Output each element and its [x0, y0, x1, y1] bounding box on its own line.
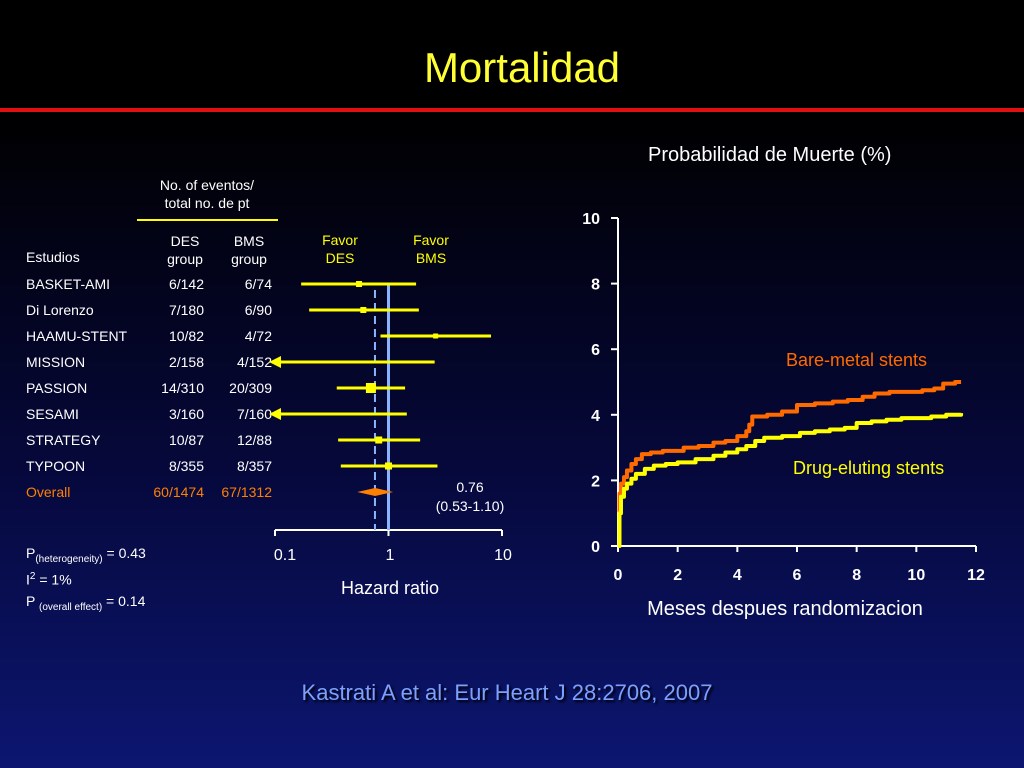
km-x-tick-label: 10 — [907, 567, 925, 584]
des-events: 8/355 — [168, 458, 204, 474]
overall-value: = 0.14 — [102, 593, 146, 609]
bms-curve — [617, 380, 962, 548]
des-series-label: Drug-eluting stents — [793, 458, 945, 478]
km-x-tick-label: 6 — [793, 567, 802, 584]
ci-arrow-left — [269, 356, 281, 368]
favor-des-line1: Favor — [322, 232, 358, 248]
des-events: 14/310 — [161, 380, 204, 396]
favor-des-label: Favor DES — [316, 231, 364, 267]
bms-header-line1: BMS — [233, 233, 265, 249]
favor-des-line2: DES — [325, 250, 355, 266]
forest-tick-label-1: 1 — [385, 547, 395, 564]
i2-prefix: I — [26, 571, 30, 588]
study-name: BASKET-AMI — [26, 276, 111, 292]
bms-events: 8/357 — [236, 458, 272, 474]
study-name: MISSION — [26, 354, 86, 370]
km-x-tick-label: 8 — [852, 567, 861, 584]
events-header: No. of eventos/ total no. de pt — [137, 176, 277, 212]
heterogeneity-stat: P(heterogeneity) = 0.43 — [26, 544, 146, 569]
overall-sub: (overall effect) — [38, 601, 103, 613]
des-header-line1: DES — [170, 233, 200, 249]
citation: Kastrati A et al: Eur Heart J 28:2706, 2… — [301, 680, 713, 705]
study-name: HAAMU-STENT — [26, 328, 128, 344]
point-estimate — [350, 360, 354, 364]
des-events: 7/180 — [168, 302, 204, 318]
bms-events: 6/90 — [244, 302, 272, 318]
km-x-tick-label: 0 — [614, 567, 623, 584]
km-y-tick-label: 8 — [591, 277, 600, 294]
i2-superscript: 2 — [29, 571, 36, 582]
events-header-rule — [137, 219, 278, 221]
point-estimate — [385, 462, 392, 470]
bms-events: 7/160 — [236, 406, 272, 422]
km-y-tick-label: 0 — [591, 539, 600, 556]
overall-estimate: 0.76 (0.53-1.10) — [420, 478, 520, 516]
des-events: 3/160 — [168, 406, 204, 422]
overall-ci-value: (0.53-1.10) — [435, 498, 505, 514]
favor-bms-line1: Favor — [413, 232, 449, 248]
des-column-header: DES group — [155, 232, 215, 268]
heterogeneity-sub: (heterogeneity) — [35, 553, 103, 565]
des-header-line2: group — [167, 251, 203, 267]
study-name: Di Lorenzo — [26, 302, 94, 318]
ci-arrow-left — [269, 408, 281, 420]
point-estimate — [360, 307, 367, 313]
heterogeneity-p: P — [26, 545, 36, 561]
overall-p: P — [26, 593, 39, 609]
overall-effect-stat: P (overall effect) = 0.14 — [26, 592, 145, 617]
study-name: Overall — [26, 484, 71, 500]
point-estimate — [375, 436, 383, 444]
bms-events: 20/309 — [229, 380, 272, 396]
slide-title: Mortalidad — [423, 44, 621, 91]
overall-diamond — [357, 488, 394, 496]
km-chart-title: Probabilidad de Muerte (%) — [648, 144, 892, 166]
km-y-tick-label: 10 — [582, 211, 600, 228]
bms-events: 4/72 — [244, 328, 272, 344]
point-estimate — [365, 383, 376, 393]
des-events: 2/158 — [168, 354, 204, 370]
km-y-tick-label: 6 — [591, 342, 600, 359]
bms-events: 6/74 — [244, 276, 272, 292]
km-y-tick-label: 4 — [591, 408, 600, 425]
bms-events: 67/1312 — [221, 484, 272, 500]
des-events: 6/142 — [168, 276, 204, 292]
point-estimate — [344, 412, 348, 416]
i-squared-stat: I2 = 1% — [26, 568, 72, 589]
des-events: 10/87 — [168, 432, 204, 448]
km-x-axis-label: Meses despues randomizacion — [647, 598, 923, 620]
km-x-tick-label: 2 — [673, 567, 682, 584]
i2-value: = 1% — [35, 571, 72, 588]
favor-bms-line2: BMS — [415, 250, 447, 266]
forest-tick-label-0: 0.1 — [273, 547, 297, 564]
study-name: SESAMI — [26, 406, 79, 422]
km-x-tick-label: 12 — [967, 567, 985, 584]
km-x-tick-label: 4 — [733, 567, 742, 584]
events-header-line1: No. of eventos/ — [159, 177, 255, 193]
des-events: 60/1474 — [153, 484, 204, 500]
forest-tick-label-2: 10 — [494, 547, 512, 564]
bms-header-line2: group — [231, 251, 267, 267]
events-header-line2: total no. de pt — [164, 195, 250, 211]
bms-events: 4/152 — [236, 354, 272, 370]
point-estimate — [433, 333, 439, 339]
bms-series-label: Bare-metal stents — [786, 350, 928, 370]
bms-column-header: BMS group — [219, 232, 279, 268]
point-estimate — [356, 281, 363, 287]
heterogeneity-value: = 0.43 — [102, 545, 146, 561]
des-curve — [617, 412, 964, 548]
favor-bms-label: Favor BMS — [407, 231, 455, 267]
bms-events: 12/88 — [236, 432, 272, 448]
studies-column-header: Estudios — [26, 249, 80, 265]
study-name: TYPOON — [26, 458, 86, 474]
study-name: PASSION — [26, 380, 88, 396]
study-name: STRATEGY — [26, 432, 101, 448]
overall-hr-value: 0.76 — [456, 479, 484, 495]
title-divider — [0, 108, 1024, 112]
des-events: 10/82 — [168, 328, 204, 344]
forest-x-axis-label: Hazard ratio — [340, 578, 440, 598]
km-y-tick-label: 2 — [591, 473, 600, 490]
